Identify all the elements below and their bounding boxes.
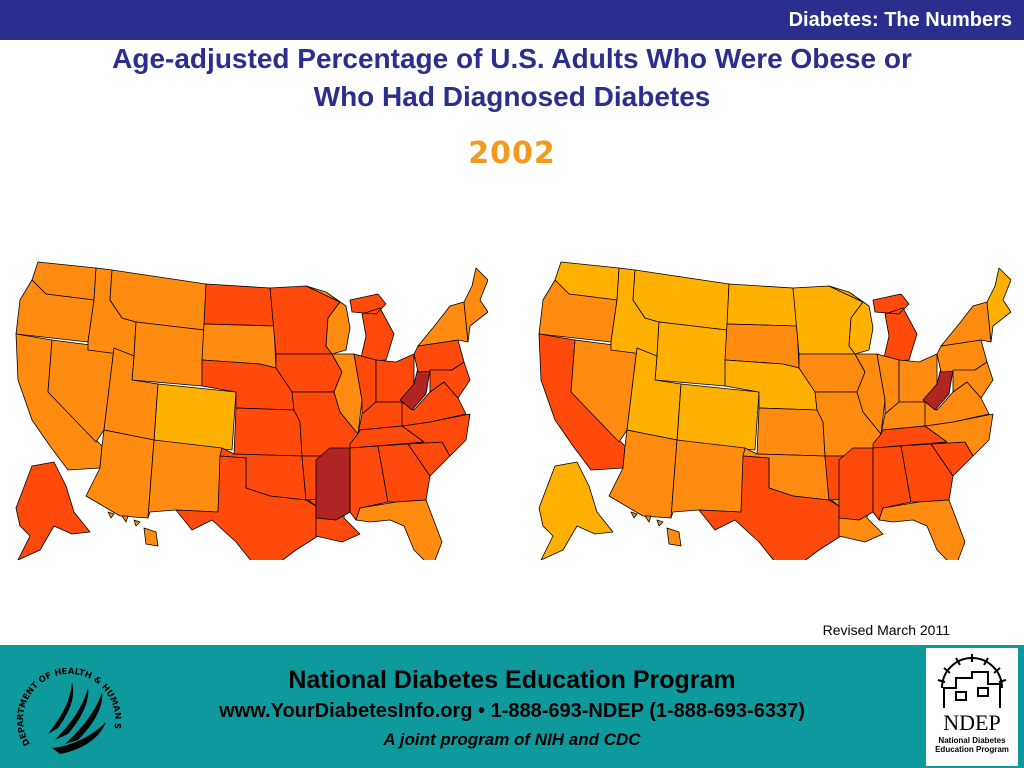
- program-contact: www.YourDiabetesInfo.org • 1-888-693-NDE…: [219, 700, 805, 722]
- state-wi: [828, 285, 874, 355]
- state-ms: [838, 447, 874, 521]
- state-co: [676, 383, 760, 451]
- diabetes-map: [533, 250, 1011, 560]
- footer-bar: [0, 645, 1024, 768]
- state-hi: [630, 511, 682, 547]
- hhs-seal-logo: DEPARTMENT OF HEALTH & HUMAN SERVICES · …: [10, 648, 122, 754]
- state-fl: [355, 499, 443, 560]
- program-name: National Diabetes Education Program: [288, 666, 736, 694]
- page-title: Age-adjusted Percentage of U.S. Adults W…: [0, 40, 1024, 116]
- revised-date: Revised March 2011: [822, 622, 950, 638]
- state-ny: [940, 301, 992, 347]
- obesity-map: [10, 250, 488, 560]
- state-mi: [349, 293, 395, 363]
- obesity-map-svg: [15, 261, 488, 560]
- ndep-logo: NDEP National Diabetes Education Program: [926, 648, 1018, 766]
- header-bar: Diabetes: The Numbers: [0, 0, 1024, 40]
- state-hi: [107, 511, 159, 547]
- state-ms: [315, 447, 351, 521]
- ndep-logo-svg: NDEP National Diabetes Education Program: [935, 654, 1009, 754]
- page-title-line-2: Who Had Diagnosed Diabetes: [313, 81, 711, 112]
- state-mi: [872, 293, 918, 363]
- state-ne-us: [986, 267, 1011, 343]
- state-co: [153, 383, 237, 451]
- section-title: Diabetes: The Numbers: [788, 9, 1012, 31]
- diabetes-map-svg: [538, 261, 1011, 560]
- state-nm: [147, 439, 223, 519]
- state-fl: [878, 499, 966, 560]
- ndep-logo-text: NDEP: [943, 710, 1000, 735]
- state-wy: [131, 321, 205, 387]
- program-tagline: A joint program of NIH and CDC: [383, 730, 641, 749]
- state-nd: [726, 283, 798, 327]
- state-md: [429, 361, 471, 399]
- state-wy: [654, 321, 728, 387]
- state-ks: [756, 407, 826, 457]
- page-title-line-1: Age-adjusted Percentage of U.S. Adults W…: [112, 43, 912, 74]
- state-ak: [538, 461, 614, 560]
- state-md: [952, 361, 994, 399]
- state-ks: [233, 407, 303, 457]
- state-nm: [670, 439, 746, 519]
- state-ny: [417, 301, 469, 347]
- ndep-logo-caption: National Diabetes Education Program: [935, 736, 1009, 754]
- state-wi: [305, 285, 351, 355]
- state-nd: [203, 283, 275, 327]
- state-ak: [15, 461, 91, 560]
- year-label: 2002: [468, 136, 556, 171]
- state-ne-us: [463, 267, 488, 343]
